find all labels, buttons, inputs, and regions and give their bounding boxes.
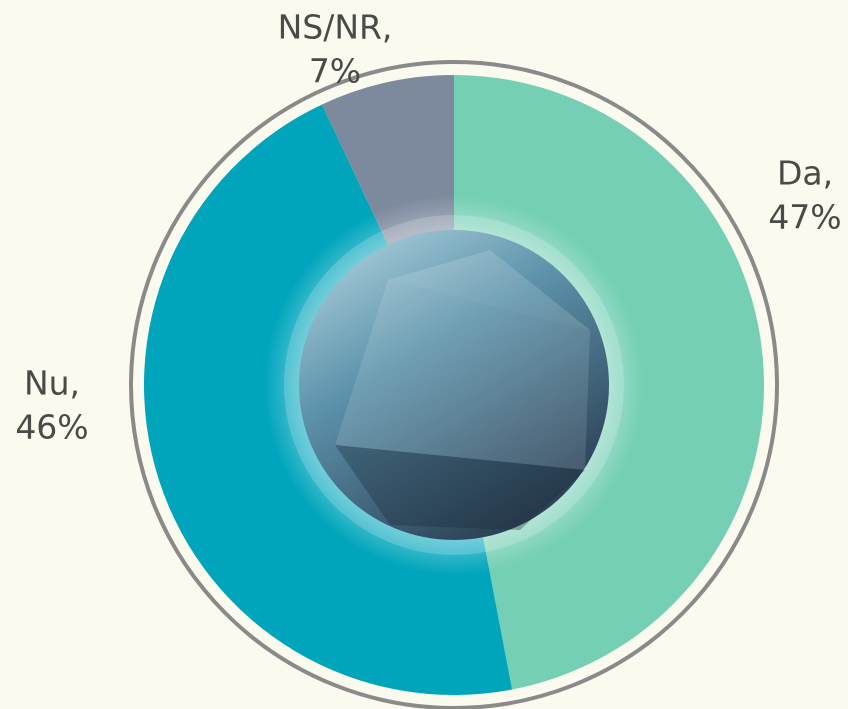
slice-label: Da,	[777, 154, 833, 193]
chart: Da, 47% Nu, 46% NS/NR, 7%	[0, 0, 848, 709]
slice-value-label: 7%	[309, 52, 361, 91]
slice-label: NS/NR,	[278, 8, 393, 47]
slice-value-label: 46%	[15, 408, 88, 447]
center-ornament	[264, 195, 644, 575]
slice-value-label: 47%	[768, 198, 841, 237]
slice-label: Nu,	[24, 364, 80, 403]
